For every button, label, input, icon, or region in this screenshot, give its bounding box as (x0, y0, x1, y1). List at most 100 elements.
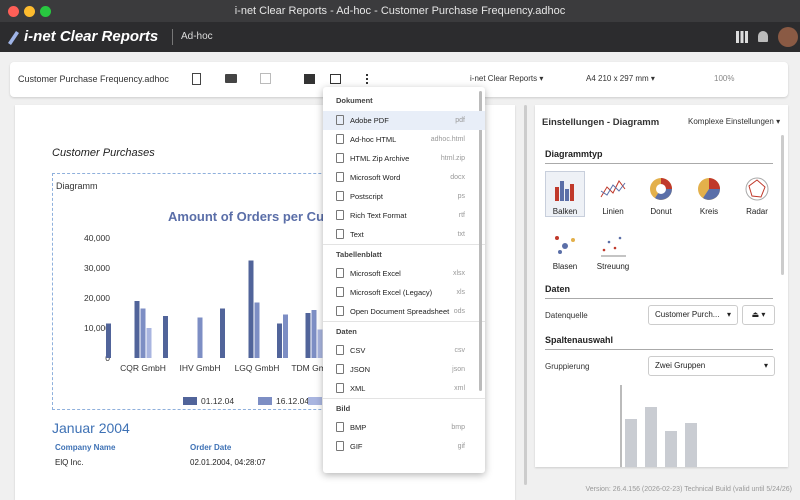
menu-item[interactable]: Ad-hoc HTML adhoc.html (323, 130, 485, 149)
notifications[interactable] (758, 31, 768, 42)
menu-item[interactable]: Adobe PDF pdf (323, 111, 485, 130)
chart-type-icon (555, 236, 575, 254)
item-extension: rtf (458, 212, 465, 219)
new-button[interactable] (192, 73, 201, 85)
user-avatar[interactable] (778, 27, 798, 47)
item-extension: pdf (455, 117, 465, 124)
save-button[interactable] (260, 73, 271, 84)
engine-select[interactable]: i-net Clear Reports ▾ (470, 74, 544, 83)
item-extension: ps (457, 193, 465, 200)
menu-item[interactable]: Open Document Spreadsheet ods (323, 302, 485, 321)
open-button[interactable] (225, 74, 237, 83)
app-bar: i-net Clear Reports Ad-hoc (0, 22, 800, 52)
chart-type-option[interactable]: Radar (737, 171, 777, 216)
menu-item[interactable]: CSV csv (323, 341, 485, 360)
print-button[interactable] (304, 74, 315, 84)
export-button[interactable] (330, 74, 341, 84)
group-title: Januar 2004 (52, 420, 130, 436)
section-heading: Diagrammtyp (545, 149, 773, 164)
item-extension: json (452, 366, 465, 373)
item-label: HTML Zip Archive (350, 154, 410, 163)
item-extension: txt (457, 231, 465, 238)
bar (305, 313, 311, 358)
divider (172, 29, 173, 45)
preview-chart (620, 385, 697, 467)
chart-title: Amount of Orders per Customer (168, 209, 353, 224)
menu-section-title: Daten (323, 321, 485, 341)
item-extension: gif (457, 443, 465, 450)
apps-menu[interactable] (736, 31, 748, 43)
settings-panel: Einstellungen - Diagramm Komplexe Einste… (535, 105, 788, 467)
x-tick-label: LGQ GmbH (235, 363, 280, 373)
share-button[interactable] (366, 74, 375, 84)
minimize-button[interactable] (24, 6, 35, 17)
datasource-action[interactable]: ⏏ ▾ (742, 305, 775, 325)
legend-swatch (183, 397, 197, 405)
menu-item[interactable]: XML xml (323, 379, 485, 398)
column-header: Company Name (55, 443, 116, 452)
y-tick-label: 20,000 (84, 293, 110, 303)
item-extension: html.zip (440, 155, 465, 162)
scrollbar[interactable] (524, 105, 527, 485)
chart-type-option[interactable]: Linien (593, 171, 633, 216)
datasource-select[interactable]: Customer Purch... ▾ (648, 305, 738, 325)
chart-type-option[interactable]: Blasen (545, 226, 585, 271)
file-name: Customer Purchase Frequency.adhoc (18, 74, 169, 84)
item-label: Text (350, 230, 364, 239)
mode-select[interactable]: Komplexe Einstellungen ▾ (688, 117, 781, 126)
x-tick-label: CQR GmbH (120, 363, 166, 373)
logo (8, 31, 19, 45)
legend-label: 16.12.04 (276, 396, 309, 406)
bar (197, 317, 203, 358)
title-bar: i-net Clear Reports - Ad-hoc - Customer … (0, 0, 800, 22)
file-icon (336, 210, 344, 220)
file-icon (336, 306, 344, 316)
chart-type-option[interactable]: Donut (641, 171, 681, 216)
export-menu: Dokument Adobe PDF pdf Ad-hoc HTML adhoc.htm… (323, 87, 485, 473)
chart-type-option[interactable]: Balken (545, 171, 585, 217)
menu-scrollbar[interactable] (479, 91, 482, 391)
menu-item[interactable]: JSON json (323, 360, 485, 379)
menu-item[interactable]: Postscript ps (323, 187, 485, 206)
x-tick-label: TDM GmbH (291, 363, 336, 373)
close-button[interactable] (8, 6, 19, 17)
file-icon (336, 345, 344, 355)
menu-item[interactable]: Microsoft Excel xlsx (323, 264, 485, 283)
bar (220, 308, 225, 358)
bar-chart: Amount of Orders per Customer010,00020,0… (84, 209, 353, 406)
scrollbar[interactable] (781, 135, 784, 275)
chart-type-option[interactable]: Kreis (689, 171, 729, 216)
page-format-select[interactable]: A4 210 x 297 mm ▾ (586, 74, 655, 83)
chart-type-icon (555, 181, 574, 201)
item-extension: ods (453, 308, 465, 315)
menu-item[interactable]: GIF gif (323, 437, 485, 456)
menu-item[interactable]: Rich Text Format rtf (323, 206, 485, 225)
table-cell: 02.01.2004, 04:28:07 (190, 458, 266, 467)
menu-item[interactable]: Microsoft Excel (Legacy) xls (323, 283, 485, 302)
menu-item[interactable]: HTML Zip Archive html.zip (323, 149, 485, 168)
menu-item[interactable]: BMP bmp (323, 418, 485, 437)
legend-label: 01.12.04 (201, 396, 234, 406)
y-tick-label: 40,000 (84, 233, 110, 243)
menu-item[interactable]: Microsoft Word docx (323, 168, 485, 187)
grouping-value: Zwei Gruppen (655, 361, 706, 370)
datasource-label: Datenquelle (545, 311, 588, 320)
chart-type-label: Blasen (552, 262, 578, 271)
zoom-button[interactable] (40, 6, 51, 17)
file-icon (336, 191, 344, 201)
menu-item[interactable]: Text txt (323, 225, 485, 244)
chart-type-icon (600, 180, 626, 198)
chart-type-label: Streuung (596, 262, 630, 271)
item-label: Microsoft Word (350, 173, 401, 182)
menu-section-title: Dokument (336, 96, 373, 105)
grouping-select[interactable]: Zwei Gruppen ▾ (648, 356, 775, 376)
item-label: Adobe PDF (350, 116, 389, 125)
chart-type-label: Linien (602, 207, 624, 216)
item-label: Open Document Spreadsheet (350, 307, 450, 316)
version-info: Version: 26.4.156 (2026-02-23) Technical… (585, 486, 793, 493)
file-icon (336, 383, 344, 393)
page-format-value: A4 210 x 297 mm (586, 74, 649, 83)
item-extension: xml (454, 385, 465, 392)
chart-type-option[interactable]: Streuung (593, 226, 633, 271)
